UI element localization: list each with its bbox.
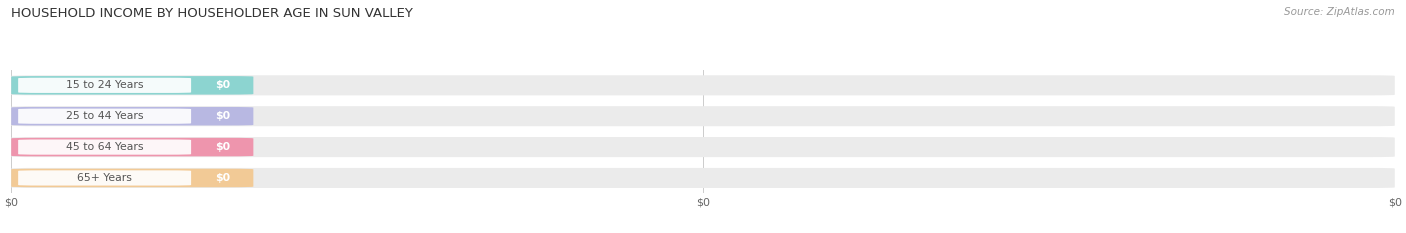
FancyBboxPatch shape	[11, 107, 253, 126]
FancyBboxPatch shape	[18, 78, 191, 93]
Text: $0: $0	[215, 80, 229, 90]
Text: 25 to 44 Years: 25 to 44 Years	[66, 111, 143, 121]
Text: 65+ Years: 65+ Years	[77, 173, 132, 183]
FancyBboxPatch shape	[18, 109, 191, 124]
Text: HOUSEHOLD INCOME BY HOUSEHOLDER AGE IN SUN VALLEY: HOUSEHOLD INCOME BY HOUSEHOLDER AGE IN S…	[11, 7, 413, 20]
FancyBboxPatch shape	[18, 170, 191, 185]
FancyBboxPatch shape	[11, 138, 253, 156]
Text: Source: ZipAtlas.com: Source: ZipAtlas.com	[1284, 7, 1395, 17]
FancyBboxPatch shape	[18, 140, 191, 155]
FancyBboxPatch shape	[11, 76, 253, 95]
Text: 15 to 24 Years: 15 to 24 Years	[66, 80, 143, 90]
FancyBboxPatch shape	[11, 168, 1395, 188]
FancyBboxPatch shape	[11, 137, 1395, 157]
Text: $0: $0	[215, 142, 229, 152]
FancyBboxPatch shape	[11, 169, 253, 187]
Text: 45 to 64 Years: 45 to 64 Years	[66, 142, 143, 152]
FancyBboxPatch shape	[11, 75, 1395, 95]
Text: $0: $0	[215, 111, 229, 121]
FancyBboxPatch shape	[11, 106, 1395, 126]
Text: $0: $0	[215, 173, 229, 183]
